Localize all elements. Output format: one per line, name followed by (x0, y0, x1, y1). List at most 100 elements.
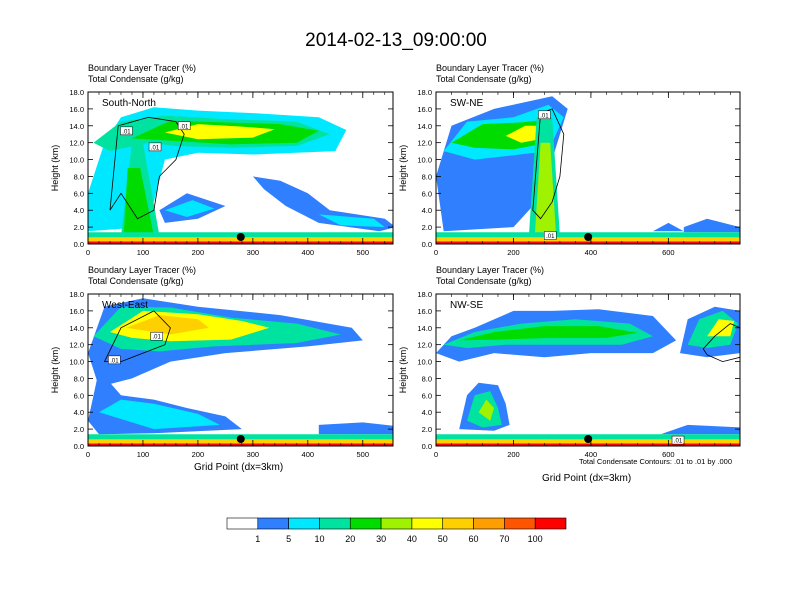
x-tick-label: 200 (192, 450, 205, 459)
contour-label-box (177, 121, 191, 131)
panel-2-title: Boundary Layer Tracer (%) Total Condensa… (436, 63, 544, 85)
x-tick-label: 0 (434, 248, 438, 257)
panel-1-title-line1: Boundary Layer Tracer (%) (88, 63, 197, 73)
y-tick-label: 6.0 (74, 391, 84, 400)
panel-3-title: Boundary Layer Tracer (%) Total Condensa… (88, 265, 196, 287)
y-axis-label: Height (km) (398, 145, 408, 192)
y-tick-label: 4.0 (422, 206, 432, 215)
tracer-region (478, 399, 495, 421)
plot-frame (435, 293, 741, 447)
panel-2: .01 .01 SW-NE 0.0 2.0 4.0 6.0 8.0 10.0 12.0 14.0 16… (398, 88, 741, 257)
panel-3-title-line2: Total Condensate (g/kg) (88, 276, 184, 286)
panel-1-title: Boundary Layer Tracer (%) Total Condensa… (88, 63, 196, 85)
tracer-region (318, 422, 393, 435)
x-tick-label: 300 (247, 450, 260, 459)
plot-frame (87, 91, 394, 245)
y-tick-label: 16.0 (417, 105, 432, 114)
panel-4: .01 NW-SE 0.0 2.0 4.0 6.0 8.0 10.0 12.0 14.0 16.0 1… (398, 290, 741, 459)
x-tick-label: 400 (585, 450, 598, 459)
y-axis-label: Height (km) (50, 145, 60, 192)
plot-frame (87, 293, 394, 447)
y-tick-label: 10.0 (417, 358, 432, 367)
tracer-region (436, 443, 740, 446)
location-marker (584, 233, 593, 241)
x-tick-label: 200 (507, 450, 520, 459)
panel-4-xlabel: Grid Point (dx=3km) (542, 473, 632, 484)
panel-label: NW-SE (450, 300, 483, 311)
y-tick-label: 8.0 (422, 374, 432, 383)
x-tick-label: 500 (357, 450, 370, 459)
panel-label: West-East (102, 300, 148, 311)
panel-4-title-line1: Boundary Layer Tracer (%) (436, 265, 545, 275)
panel-4-title-line2: Total Condensate (g/kg) (436, 276, 532, 286)
y-tick-label: 2.0 (74, 223, 84, 232)
tracer-region (88, 241, 393, 244)
x-tick-label: 600 (662, 450, 675, 459)
y-tick-label: 14.0 (417, 122, 432, 131)
panel-2-title-line2: Total Condensate (g/kg) (436, 74, 532, 84)
x-tick-label: 400 (585, 248, 598, 257)
tracer-region (99, 399, 220, 430)
panel-3-xlabel: Grid Point (dx=3km) (194, 462, 284, 473)
x-tick-label: 100 (137, 450, 150, 459)
y-tick-label: 4.0 (74, 408, 84, 417)
condensate-contour (109, 116, 185, 220)
y-tick-label: 6.0 (422, 189, 432, 198)
x-tick-label: 300 (247, 248, 260, 257)
tracer-field: .01 .01 (436, 96, 740, 244)
y-tick-label: 0.0 (74, 240, 84, 249)
tracer-region (459, 326, 638, 341)
y-tick-label: 10.0 (69, 358, 84, 367)
contour-label-box (150, 331, 163, 341)
y-tick-label: 12.0 (69, 139, 84, 148)
figure-title: 2014-02-13_09:00:00 (305, 30, 487, 51)
panel-3: .01 .01 West-East 0.0 2.0 4.0 6.0 8.0 10.0 12.0 14… (50, 290, 394, 459)
y-tick-label: 18.0 (417, 290, 432, 299)
panel-label: SW-NE (450, 98, 483, 109)
contour-label: .01 (546, 234, 555, 240)
location-marker (236, 435, 245, 443)
y-tick-label: 16.0 (69, 307, 84, 316)
y-tick-label: 4.0 (74, 206, 84, 215)
x-tick-label: 0 (86, 248, 90, 257)
tracer-region (707, 319, 735, 337)
condensate-contour (103, 310, 171, 362)
x-tick-label: 500 (357, 248, 370, 257)
y-tick-label: 18.0 (69, 88, 84, 97)
y-tick-label: 12.0 (69, 341, 84, 350)
x-tick-label: 200 (192, 248, 205, 257)
tracer-region (436, 241, 740, 244)
contour-label: .01 (153, 335, 162, 341)
contour-label: .01 (122, 129, 131, 135)
contour-label: .01 (674, 439, 683, 445)
y-tick-label: 14.0 (69, 122, 84, 131)
y-tick-label: 2.0 (74, 425, 84, 434)
panel-label: South-North (102, 98, 156, 109)
y-tick-label: 16.0 (417, 307, 432, 316)
contour-label-box (543, 231, 557, 240)
y-tick-label: 8.0 (74, 374, 84, 383)
y-tick-label: 4.0 (422, 408, 432, 417)
y-axis-label: Height (km) (50, 347, 60, 394)
y-tick-label: 10.0 (417, 156, 432, 165)
contour-note: Total Condensate Contours: .01 to .01 by… (579, 457, 733, 466)
y-tick-label: 0.0 (422, 442, 432, 451)
contour-label-box (148, 142, 162, 152)
y-tick-label: 14.0 (417, 324, 432, 333)
plot-frame (435, 91, 741, 245)
x-tick-label: 200 (507, 248, 520, 257)
tracer-region (652, 222, 684, 232)
y-tick-label: 6.0 (422, 391, 432, 400)
y-tick-label: 8.0 (74, 172, 84, 181)
panel-1: .01 .01 .01 South-North 0.0 2.0 4.0 6.0 8.0 10.0 1… (50, 88, 394, 257)
panel-1-title-line2: Total Condensate (g/kg) (88, 74, 184, 84)
x-tick-label: 600 (662, 248, 675, 257)
y-tick-label: 8.0 (422, 172, 432, 181)
tracer-region (660, 424, 740, 435)
x-tick-label: 400 (302, 248, 315, 257)
contour-label-box (120, 126, 133, 136)
panel-2-title-line1: Boundary Layer Tracer (%) (436, 63, 545, 73)
panel-3-title-line1: Boundary Layer Tracer (%) (88, 265, 197, 275)
y-tick-label: 16.0 (69, 105, 84, 114)
